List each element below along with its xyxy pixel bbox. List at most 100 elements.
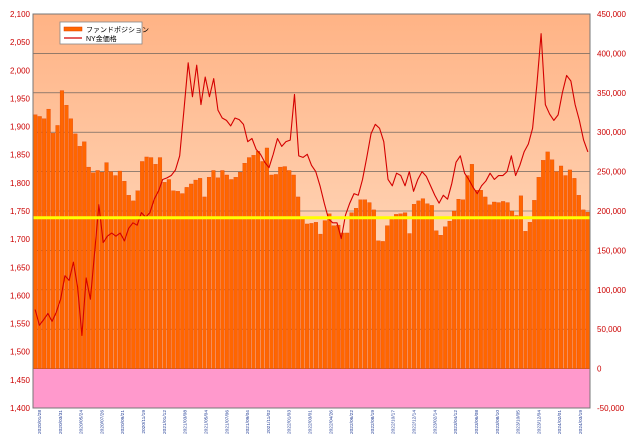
bar	[64, 105, 69, 369]
bar	[541, 160, 546, 369]
bar	[327, 213, 332, 369]
bar	[100, 172, 105, 369]
bar	[443, 226, 448, 369]
right-tick-label: 50,000	[597, 325, 622, 334]
bar	[550, 159, 555, 369]
bar	[131, 200, 136, 369]
left-tick-label: 2,000	[10, 66, 31, 75]
bar	[554, 171, 559, 369]
bar	[242, 163, 247, 369]
bar	[55, 125, 60, 369]
bar	[358, 199, 363, 369]
bar	[460, 199, 466, 369]
bar	[518, 195, 523, 369]
date-tick-label: 2021/05/04	[203, 410, 209, 434]
bar	[95, 170, 100, 369]
bar	[523, 231, 528, 369]
bar	[251, 155, 256, 369]
bar	[175, 191, 180, 369]
bar	[224, 174, 229, 369]
bar	[354, 208, 359, 369]
left-tick-label: 1,700	[10, 235, 31, 244]
date-tick-label: 2021/11/02	[266, 410, 272, 434]
bar	[184, 187, 189, 369]
bar	[73, 133, 78, 369]
bar	[345, 232, 350, 369]
right-tick-label: 150,000	[597, 246, 626, 255]
bar	[82, 141, 87, 369]
bar	[563, 175, 568, 369]
bar	[126, 195, 131, 369]
date-tick-label: 2022/01/03	[287, 410, 293, 434]
bar	[452, 210, 457, 369]
bar	[140, 161, 145, 369]
date-tick-label: 2023/04/12	[453, 410, 459, 434]
right-tick-label: 250,000	[597, 168, 626, 177]
bar	[581, 209, 586, 369]
date-tick-label: 2023/12/04	[536, 410, 542, 434]
bar-series	[33, 90, 590, 369]
bar	[438, 235, 443, 369]
bar	[313, 222, 318, 369]
left-tick-label: 1,400	[10, 404, 31, 413]
date-tick-label: 2020/05/24	[79, 410, 85, 434]
bar	[157, 157, 163, 369]
legend: ファンドポジション NY金価格	[59, 21, 149, 45]
bar	[501, 201, 506, 369]
bar	[305, 223, 310, 369]
bar	[331, 225, 336, 369]
bar	[474, 190, 479, 369]
bar	[42, 118, 47, 369]
bar	[318, 233, 323, 369]
bar	[429, 205, 434, 369]
date-tick-label: 2023/10/05	[516, 410, 522, 434]
date-tick-label: 2020/01/28	[37, 410, 43, 434]
bar	[492, 201, 497, 369]
left-tick-label: 1,500	[10, 348, 31, 357]
bar	[509, 210, 515, 369]
date-tick-label: 2022/03/01	[308, 410, 314, 434]
bar	[403, 212, 408, 369]
bar	[322, 220, 327, 369]
date-tick-label: 2021/03/08	[183, 410, 189, 434]
bar	[206, 177, 212, 369]
date-tick-label: 2020/03/31	[58, 410, 64, 434]
left-tick-label: 1,650	[10, 263, 31, 272]
bar	[478, 190, 483, 369]
date-tick-label: 2022/04/26	[328, 410, 334, 434]
right-tick-label: 300,000	[597, 128, 626, 137]
bar	[273, 174, 278, 369]
bar	[33, 114, 38, 369]
date-tick-label: 2022/06/22	[349, 410, 355, 434]
date-tick-label: 2023/02/14	[432, 410, 438, 434]
bar	[434, 230, 439, 369]
bar	[37, 116, 42, 369]
bar	[469, 164, 474, 369]
bar	[532, 200, 537, 369]
bar	[144, 156, 149, 369]
line-series	[34, 33, 589, 337]
bar	[465, 175, 470, 369]
bar	[162, 182, 167, 369]
bar	[487, 204, 492, 369]
bar	[300, 216, 305, 369]
bar	[385, 225, 390, 369]
date-tick-label: 2022/08/19	[370, 410, 376, 434]
bar	[247, 157, 252, 369]
left-tick-label: 1,750	[10, 207, 31, 216]
left-tick-label: 2,050	[10, 38, 31, 47]
right-axis: -50,000 0 50,000 100,000 150,000 200,000 250,0…	[597, 10, 626, 413]
date-tick-label: 2020/07/26	[99, 410, 105, 434]
bar	[576, 195, 581, 369]
bar	[425, 203, 430, 369]
bar	[282, 166, 287, 369]
bar	[567, 169, 572, 369]
bar	[122, 181, 127, 369]
bar	[376, 240, 381, 369]
left-tick-label: 1,550	[10, 320, 31, 329]
bar	[371, 209, 376, 369]
bar	[536, 177, 541, 369]
bar	[51, 133, 56, 369]
bar	[153, 164, 158, 369]
